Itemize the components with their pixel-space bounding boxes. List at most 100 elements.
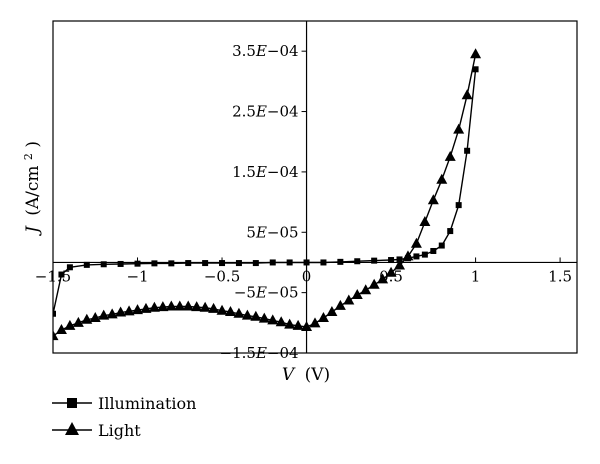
data-point-illumination (185, 260, 192, 267)
y-tick-label: 2.5E−04 (232, 103, 298, 121)
data-point-light (72, 316, 84, 327)
data-point-illumination (303, 259, 310, 266)
data-point-illumination (134, 260, 141, 267)
y-axis-title-var: J (23, 225, 43, 236)
data-point-light (292, 319, 304, 330)
data-point-illumination (430, 247, 437, 254)
legend-item-illumination: Illumination (52, 394, 196, 413)
data-point-light (81, 313, 93, 324)
y-tick-label: 3.5E−04 (232, 42, 298, 60)
data-point-light (115, 306, 127, 317)
data-point-illumination (455, 202, 462, 209)
legend-light-marker (65, 422, 79, 435)
data-point-light (343, 294, 355, 305)
data-point-illumination (438, 242, 445, 249)
data-point-light (157, 301, 169, 312)
data-point-light (436, 173, 448, 184)
legend-illumination-label: Illumination (98, 394, 196, 413)
data-point-light (427, 194, 439, 205)
data-point-illumination (447, 228, 454, 235)
data-point-illumination (66, 264, 73, 271)
data-point-light (250, 310, 262, 321)
data-point-light (148, 301, 160, 312)
legend: Illumination Light (52, 394, 196, 440)
data-point-light (334, 299, 346, 310)
data-point-illumination (151, 260, 158, 267)
data-point-light (208, 302, 220, 313)
data-point-light (199, 301, 211, 312)
data-point-light (453, 123, 465, 134)
data-point-light (402, 250, 414, 261)
data-point-illumination (269, 259, 276, 266)
data-point-light (233, 307, 245, 318)
y-axis-title-unit: (A/cm (23, 165, 43, 215)
x-tick-label: −1 (126, 267, 148, 285)
data-point-light (132, 304, 144, 315)
x-axis-title-unit: (V) (305, 365, 331, 385)
data-point-light (284, 318, 296, 329)
y-tick-label: −5E−05 (234, 284, 299, 302)
y-tick-label: −1.5E−04 (220, 344, 299, 362)
data-point-light (106, 308, 118, 319)
data-point-illumination (219, 260, 226, 267)
data-point-illumination (396, 256, 403, 263)
x-tick-label: −0.5 (204, 267, 240, 285)
data-point-light (182, 300, 194, 311)
data-point-light (267, 314, 279, 325)
data-point-illumination (464, 147, 471, 154)
data-point-light (394, 259, 406, 270)
y-tick-label: 1.5E−04 (232, 163, 298, 181)
data-point-light (55, 324, 67, 335)
data-point-illumination (252, 260, 259, 267)
data-point-light (174, 300, 186, 311)
data-point-illumination (202, 260, 209, 267)
x-axis-title-var: V (282, 365, 296, 385)
data-point-light (123, 305, 135, 316)
data-point-illumination (388, 257, 395, 264)
data-point-light (258, 312, 270, 323)
axes-layer (52, 20, 578, 354)
data-point-light (470, 48, 482, 59)
data-point-light (410, 237, 422, 248)
x-axis-title: V (V) (282, 365, 330, 385)
data-point-light (419, 216, 431, 227)
data-point-illumination (168, 260, 175, 267)
data-point-light (360, 284, 372, 295)
data-point-illumination (320, 259, 327, 266)
data-point-light (165, 300, 177, 311)
data-point-illumination (413, 253, 420, 260)
data-point-light (368, 278, 380, 289)
series-layer (53, 48, 482, 341)
data-point-light (385, 266, 397, 277)
data-point-illumination (117, 260, 124, 267)
data-point-light (98, 309, 110, 320)
plot-frame (52, 20, 578, 354)
data-point-illumination (337, 258, 344, 265)
data-point-light (444, 150, 456, 161)
data-point-light (89, 311, 101, 322)
data-point-light (241, 309, 253, 320)
data-point-light (461, 89, 473, 100)
data-point-light (140, 302, 152, 313)
data-point-illumination (100, 261, 107, 268)
data-point-light (191, 301, 203, 312)
data-point-light (53, 330, 59, 341)
data-point-light (351, 289, 363, 300)
y-axis-title-sup: 2 (22, 153, 35, 160)
data-point-light (377, 273, 389, 284)
data-point-illumination (58, 271, 65, 278)
data-point-light (301, 321, 313, 332)
data-point-light (275, 316, 287, 327)
data-point-illumination (472, 66, 479, 73)
data-point-illumination (421, 251, 428, 258)
data-point-light (309, 317, 321, 328)
x-tick-label: 0 (302, 267, 312, 285)
y-axis-title-close: ) (23, 141, 43, 148)
data-point-illumination (286, 259, 293, 266)
data-point-light (317, 311, 329, 322)
x-tick-label: 1 (471, 267, 481, 285)
legend-illumination-marker (67, 398, 77, 408)
x-tick-label: 1.5 (548, 267, 572, 285)
